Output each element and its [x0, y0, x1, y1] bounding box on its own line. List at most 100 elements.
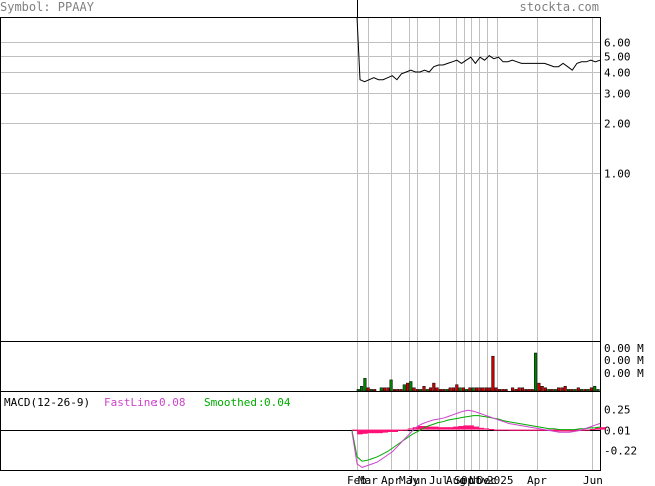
macd-histogram-bar: [458, 426, 464, 430]
macd-histogram-bar: [352, 429, 358, 431]
price-tick-label: 5.00: [604, 51, 631, 64]
macd-title: MACD(12-26-9): [4, 396, 90, 409]
volume-bar: [497, 389, 502, 392]
macd-histogram-bar: [443, 427, 449, 430]
volume-bar: [570, 389, 574, 392]
macd-histogram-bar: [579, 429, 586, 431]
volume-bar: [491, 355, 495, 392]
macd-tick-label: 0.25: [604, 404, 631, 417]
volume-bar: [511, 387, 515, 392]
x-tick-label: Feb: [347, 474, 367, 486]
volume-bar: [435, 387, 439, 392]
macd-histogram-bar: [438, 427, 444, 430]
price-panel-frame: [0, 17, 601, 342]
macd-histogram-bar: [498, 429, 505, 431]
volume-bar: [514, 389, 518, 392]
x-tick-label: Sep: [454, 474, 474, 486]
volume-bar: [445, 389, 449, 392]
x-tick-label: Jun: [583, 474, 603, 486]
x-tick-label: Aug: [446, 474, 466, 486]
volume-bar: [553, 389, 557, 392]
macd-panel-frame: [0, 391, 601, 471]
volume-bar: [425, 389, 429, 392]
x-tick-label: Oct: [461, 474, 481, 486]
volume-bar: [583, 389, 587, 392]
macd-histogram-bar: [362, 429, 368, 434]
volume-bar: [402, 384, 406, 392]
volume-bar: [563, 386, 567, 392]
volume-bar: [530, 389, 534, 392]
volume-bar: [560, 387, 564, 392]
macd-tick-label: -0.22: [604, 445, 637, 458]
volume-bar: [550, 389, 554, 392]
volume-bar: [481, 387, 485, 392]
volume-bar: [419, 389, 423, 392]
volume-bar: [448, 387, 452, 392]
volume-panel-frame: [0, 341, 601, 392]
macd-histogram-bar: [549, 429, 555, 431]
volume-bar: [451, 387, 456, 392]
volume-bar: [593, 386, 597, 392]
volume-bar: [379, 387, 383, 392]
price-line: [356, 16, 601, 83]
volume-bar: [406, 382, 410, 392]
volume-bar: [580, 389, 584, 392]
volume-bar: [478, 387, 482, 392]
macd-histogram-bar: [433, 426, 439, 430]
site-label: stockta.com: [520, 0, 599, 14]
volume-bar: [383, 387, 387, 392]
volume-bar: [373, 389, 377, 392]
macd-tick-label: 0.01: [604, 425, 631, 438]
volume-bar: [543, 387, 548, 392]
macd-smoothed-name: Smoothed: [204, 396, 257, 409]
macd-histogram-bar: [574, 429, 581, 431]
volume-bar: [540, 386, 544, 392]
macd-histogram-bar: [569, 429, 576, 432]
volume-bar: [474, 387, 479, 392]
volume-bar: [484, 387, 488, 392]
volume-bar: [399, 389, 403, 392]
macd-histogram-bar: [514, 429, 520, 431]
x-tick-label: Apr: [381, 474, 401, 486]
macd-fast-value: 0.08: [159, 396, 186, 409]
volume-bar: [455, 384, 459, 392]
volume-bar: [461, 387, 465, 392]
volume-bar: [566, 389, 571, 392]
x-tick-label: Dec: [477, 474, 497, 486]
volume-bar: [360, 386, 364, 392]
macd-histogram-bar: [417, 426, 424, 430]
volume-bar: [422, 386, 426, 392]
macd-histogram-bar: [407, 428, 414, 430]
macd-histogram-bar: [488, 429, 495, 430]
volume-bar: [389, 379, 393, 392]
volume-bar: [396, 389, 400, 392]
symbol-label: Symbol: PPAAY: [0, 0, 95, 14]
volume-bar: [573, 389, 577, 392]
volume-bar: [465, 389, 469, 392]
volume-bar: [412, 387, 416, 392]
volume-bar: [438, 389, 442, 392]
volume-bar: [589, 387, 593, 392]
volume-bar: [392, 389, 396, 392]
volume-bar: [537, 382, 541, 392]
volume-bar: [386, 387, 390, 392]
volume-bar: [458, 387, 462, 392]
macd-histogram-bar: [448, 427, 454, 430]
volume-bar: [442, 389, 446, 392]
macd-histogram-bar: [397, 429, 404, 431]
macd-fast-colon: :: [153, 396, 160, 409]
volume-bar: [557, 387, 561, 392]
macd-histogram-bar: [357, 429, 363, 435]
macd-histogram-bar: [594, 427, 601, 430]
macd-fast-name: FastLine: [104, 396, 157, 409]
price-tick-label: 2.00: [604, 118, 631, 131]
macd-histogram-bar: [387, 429, 393, 432]
macd-histogram-bar: [392, 429, 398, 432]
volume-bar: [596, 389, 600, 392]
macd-histogram-bar: [402, 429, 409, 431]
volume-bar: [415, 389, 419, 392]
volume-bar: [494, 387, 498, 392]
volume-bar: [527, 389, 531, 392]
